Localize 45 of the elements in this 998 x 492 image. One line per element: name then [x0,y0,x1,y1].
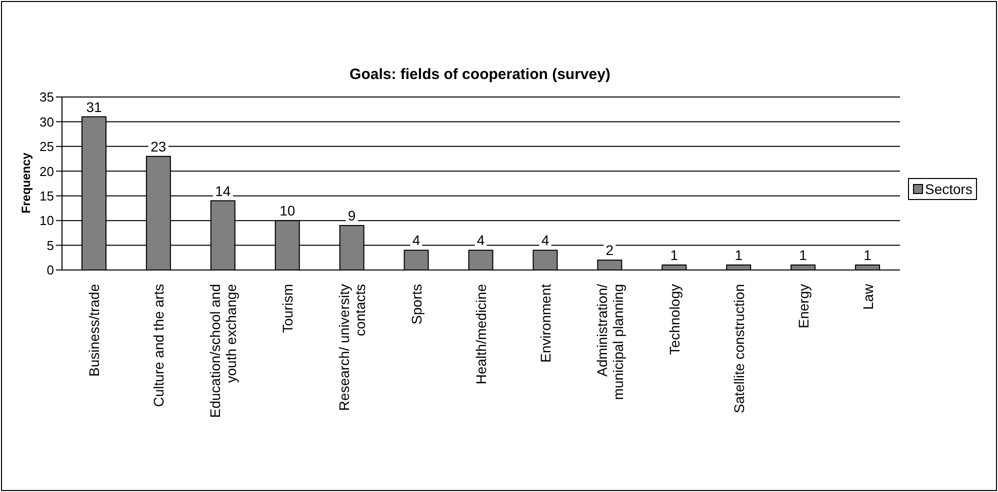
x-tick-label: Research/ university contacts [336,284,368,411]
data-label: 4 [476,232,485,248]
y-tick-label: 20 [40,164,54,179]
y-tick-label: 0 [46,262,54,278]
y-tick-label: 15 [40,188,54,204]
bar [855,264,880,270]
bar [790,264,816,270]
x-tick-label: Health/medicine [473,284,489,384]
x-tick-label: Technology [666,284,682,355]
data-label: 1 [670,247,678,264]
data-label: 31 [86,98,102,115]
y-tick-label: 10 [40,213,54,228]
x-tick-label: Energy [795,284,812,328]
y-axis-title: Frequency [19,152,33,214]
x-tick-label: Tourism [280,284,296,334]
x-tick-label: Environment [537,284,554,363]
data-label: 9 [348,208,356,224]
x-tick-label: Business/trade [86,284,102,377]
data-label: 14 [215,182,231,199]
bar [532,250,558,270]
data-label: 2 [606,242,614,258]
y-tick-label: 5 [46,238,54,253]
y-tick-label: 35 [40,90,54,105]
x-tick-label: Education/school and youth exchange [207,284,240,418]
data-label: 1 [734,247,743,264]
data-label: 1 [864,247,872,264]
y-tick-label: 25 [40,139,54,154]
bar [726,264,752,270]
bar [597,260,622,270]
data-label: 1 [799,247,808,264]
x-tick-label: Satellite construction [730,284,747,414]
data-label: 23 [150,138,166,154]
chart-title: Goals: fields of cooperation (survey) [348,66,612,83]
data-label: 4 [541,232,550,248]
x-tick-label: Law [860,283,876,310]
bar [404,250,429,270]
x-tick-label: Sports [408,284,425,324]
x-tick-label: Administration/ municipal planning [594,284,626,400]
legend-label: Sectors [925,181,972,197]
data-label: 4 [412,232,420,248]
bar [662,264,687,270]
bar [468,250,494,270]
data-label: 10 [280,202,296,219]
x-tick-label: Culture and the arts [150,284,167,407]
y-tick-label: 30 [40,114,54,130]
